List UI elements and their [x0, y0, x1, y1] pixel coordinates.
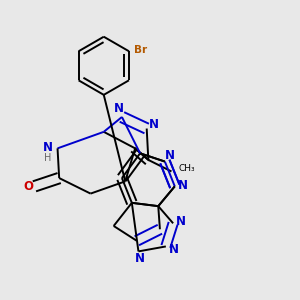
Text: N: N	[169, 243, 179, 256]
Text: N: N	[164, 149, 175, 162]
Text: N: N	[178, 179, 188, 192]
Text: O: O	[23, 180, 34, 193]
Text: CH₃: CH₃	[179, 164, 195, 173]
Text: Br: Br	[134, 45, 147, 55]
Text: H: H	[44, 153, 51, 163]
Text: N: N	[134, 252, 144, 265]
Text: N: N	[114, 102, 124, 115]
Text: N: N	[176, 215, 185, 228]
Text: N: N	[149, 118, 159, 131]
Text: N: N	[43, 141, 52, 154]
